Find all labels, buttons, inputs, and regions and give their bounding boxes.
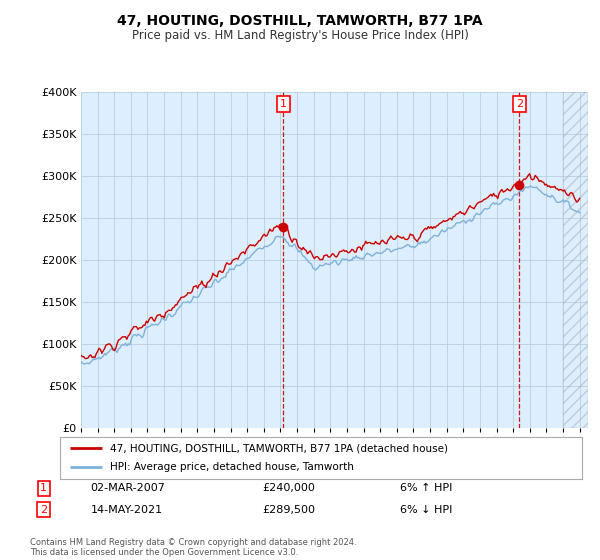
Text: £289,500: £289,500 (262, 505, 315, 515)
Bar (563, 92, 588, 428)
Text: 1: 1 (280, 99, 287, 109)
Text: 6% ↑ HPI: 6% ↑ HPI (400, 483, 452, 493)
Text: Contains HM Land Registry data © Crown copyright and database right 2024.
This d: Contains HM Land Registry data © Crown c… (30, 538, 356, 557)
Text: 02-MAR-2007: 02-MAR-2007 (91, 483, 166, 493)
Text: 6% ↓ HPI: 6% ↓ HPI (400, 505, 452, 515)
Text: 47, HOUTING, DOSTHILL, TAMWORTH, B77 1PA (detached house): 47, HOUTING, DOSTHILL, TAMWORTH, B77 1PA… (110, 443, 448, 453)
Text: 2: 2 (40, 505, 47, 515)
Text: 2: 2 (516, 99, 523, 109)
Text: 47, HOUTING, DOSTHILL, TAMWORTH, B77 1PA: 47, HOUTING, DOSTHILL, TAMWORTH, B77 1PA (117, 14, 483, 28)
Text: 1: 1 (40, 483, 47, 493)
Text: 14-MAY-2021: 14-MAY-2021 (91, 505, 163, 515)
Bar (563, 92, 588, 428)
Text: £240,000: £240,000 (262, 483, 315, 493)
Text: Price paid vs. HM Land Registry's House Price Index (HPI): Price paid vs. HM Land Registry's House … (131, 29, 469, 42)
Text: HPI: Average price, detached house, Tamworth: HPI: Average price, detached house, Tamw… (110, 463, 353, 473)
